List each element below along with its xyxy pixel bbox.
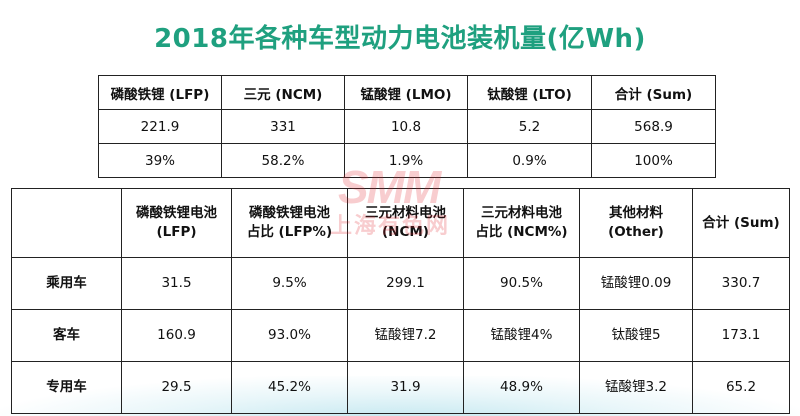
table-cell: 锰酸锂7.2	[347, 309, 464, 362]
table-cell: 锰酸锂4%	[463, 309, 580, 362]
table-cell: 锰酸锂3.2	[579, 361, 693, 414]
table-cell: 10.8	[344, 109, 468, 144]
header-cell: 三元 (NCM)	[221, 75, 345, 110]
table-header-row: 磷酸铁锂电池 (LFP) 磷酸铁锂电池 占比 (LFP%) 三元材料电池 (NCM) …	[11, 188, 790, 258]
header-cell: 钛酸锂 (LTO)	[467, 75, 592, 110]
table-cell: 0.9%	[467, 143, 592, 178]
table-cell: 173.1	[692, 309, 790, 362]
header-cell: 三元材料电池 占比 (NCM%)	[463, 188, 580, 258]
table-row: 39% 58.2% 1.9% 0.9% 100%	[98, 143, 716, 178]
row-label: 客车	[11, 309, 122, 362]
row-label: 专用车	[11, 361, 122, 414]
header-cell-empty	[11, 188, 122, 258]
header-cell: 其他材料 (Other)	[579, 188, 693, 258]
table-cell: 钛酸锂5	[579, 309, 693, 362]
chemistry-total-table: 磷酸铁锂 (LFP) 三元 (NCM) 锰酸锂 (LMO) 钛酸锂 (LTO) …	[98, 75, 716, 178]
table-cell: 48.9%	[463, 361, 580, 414]
table-cell: 39%	[98, 143, 222, 178]
table-cell: 1.9%	[344, 143, 468, 178]
table-cell: 331	[221, 109, 345, 144]
table-cell: 100%	[591, 143, 716, 178]
table-row: 专用车 29.5 45.2% 31.9 48.9% 锰酸锂3.2 65.2	[11, 361, 790, 414]
table-cell: 9.5%	[231, 257, 348, 310]
table-cell: 5.2	[467, 109, 592, 144]
table-cell: 31.5	[121, 257, 232, 310]
table-cell: 330.7	[692, 257, 790, 310]
page-title: 2018年各种车型动力电池装机量(亿Wh)	[154, 24, 646, 54]
header-cell: 磷酸铁锂电池 占比 (LFP%)	[231, 188, 348, 258]
table-row: 客车 160.9 93.0% 锰酸锂7.2 锰酸锂4% 钛酸锂5 173.1	[11, 309, 790, 362]
table-cell: 31.9	[347, 361, 464, 414]
table-cell: 29.5	[121, 361, 232, 414]
header-cell: 三元材料电池 (NCM)	[347, 188, 464, 258]
table-cell: 58.2%	[221, 143, 345, 178]
table-cell: 221.9	[98, 109, 222, 144]
table-cell: 568.9	[591, 109, 716, 144]
table-cell: 65.2	[692, 361, 790, 414]
table-cell: 45.2%	[231, 361, 348, 414]
header-cell: 合计 (Sum)	[591, 75, 716, 110]
table-cell: 160.9	[121, 309, 232, 362]
vehicle-type-table: 磷酸铁锂电池 (LFP) 磷酸铁锂电池 占比 (LFP%) 三元材料电池 (NCM) …	[11, 188, 790, 414]
header-cell: 合计 (Sum)	[692, 188, 790, 258]
table-cell: 锰酸锂0.09	[579, 257, 693, 310]
table-cell: 93.0%	[231, 309, 348, 362]
row-label: 乘用车	[11, 257, 122, 310]
table-header-row: 磷酸铁锂 (LFP) 三元 (NCM) 锰酸锂 (LMO) 钛酸锂 (LTO) …	[98, 75, 716, 110]
header-cell: 磷酸铁锂电池 (LFP)	[121, 188, 232, 258]
header-cell: 锰酸锂 (LMO)	[344, 75, 468, 110]
table-row: 221.9 331 10.8 5.2 568.9	[98, 109, 716, 144]
header-cell: 磷酸铁锂 (LFP)	[98, 75, 222, 110]
table-row: 乘用车 31.5 9.5% 299.1 90.5% 锰酸锂0.09 330.7	[11, 257, 790, 310]
table-cell: 90.5%	[463, 257, 580, 310]
table-cell: 299.1	[347, 257, 464, 310]
